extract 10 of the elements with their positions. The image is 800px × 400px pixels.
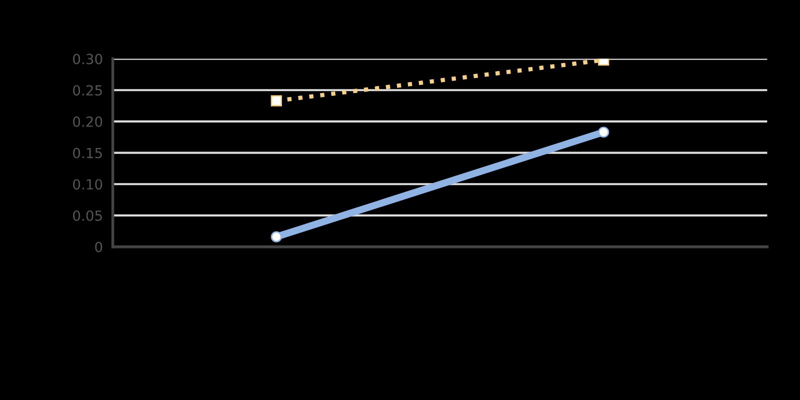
- y-tick-label: 0.20: [73, 116, 102, 127]
- point: [270, 95, 282, 106]
- y-tick-label: 0.15: [73, 148, 102, 158]
- y-tick-label: 0.30: [73, 54, 102, 64]
- y-tick-label: 0.10: [73, 179, 102, 190]
- point: [598, 126, 610, 138]
- y-tick-label: 0.05: [73, 210, 102, 221]
- y-tick-label: 0.25: [73, 85, 102, 96]
- y-tick-label: 0: [95, 242, 102, 252]
- point: [270, 231, 282, 242]
